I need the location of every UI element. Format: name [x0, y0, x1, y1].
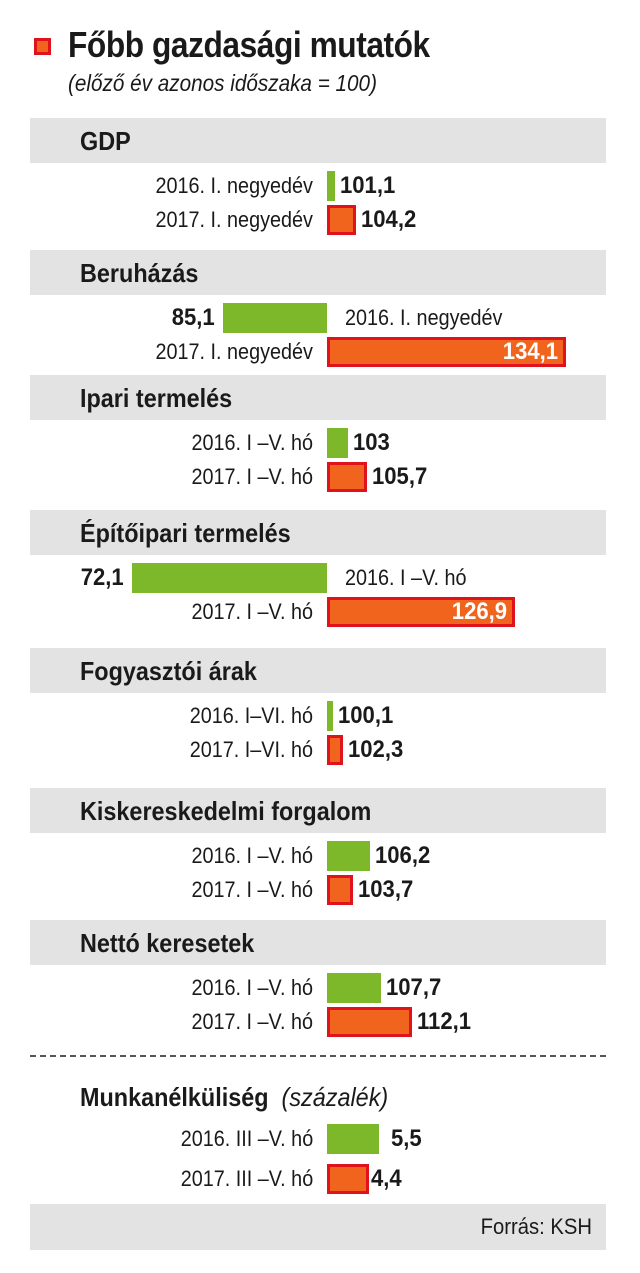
data-label: 103,7 — [357, 876, 414, 903]
group-title: Építőipari termelés — [80, 518, 291, 548]
row-label: 2017. I –V. hó — [191, 599, 313, 624]
bar-2017 — [327, 735, 344, 765]
data-label: 106,2 — [375, 842, 431, 869]
bar-2016 — [327, 841, 371, 871]
row-label: 2017. I. negyedév — [155, 339, 313, 364]
group-title: Ipari termelés — [80, 383, 233, 413]
data-label: 126,9 — [452, 598, 508, 625]
data-label: 101,1 — [339, 172, 395, 199]
data-label: 100,1 — [338, 702, 394, 729]
group-title: Nettó keresetek — [80, 928, 255, 958]
data-label: 105,7 — [371, 463, 428, 490]
unemployment-label: Munkanélküliség (százalék) — [80, 1082, 388, 1113]
bar-2017 — [327, 875, 353, 905]
bar-2017 — [327, 597, 516, 627]
group-title: GDP — [80, 126, 131, 156]
row-label: 2016. I –V. hó — [345, 565, 467, 590]
bar-2016 — [222, 303, 327, 333]
group-band: Kiskereskedelmi forgalom — [30, 788, 606, 833]
data-label: 85,1 — [171, 304, 215, 331]
group-band: GDP — [30, 118, 606, 163]
title-square-icon — [34, 38, 51, 55]
row-label: 2017. I –V. hó — [191, 1009, 313, 1034]
unemployment-unit: (százalék) — [281, 1082, 389, 1112]
data-label: 103 — [353, 429, 390, 456]
bar-2016 — [327, 171, 335, 201]
bar-2017 — [327, 205, 357, 235]
bar-2017 — [327, 462, 367, 492]
bar-2017 — [327, 1007, 412, 1037]
chart-title: Főbb gazdasági mutatók — [68, 24, 430, 65]
group-band: Nettó keresetek — [30, 920, 606, 965]
row-label: 2016. I. negyedév — [155, 173, 313, 198]
group-title: Fogyasztói árak — [80, 656, 257, 686]
group-band: Építőipari termelés — [30, 510, 606, 555]
bar-2016 — [327, 701, 333, 731]
bar-2016 — [327, 1124, 380, 1154]
data-label: 102,3 — [348, 736, 404, 763]
data-label: 134,1 — [502, 338, 558, 365]
footer-band: Forrás: KSH — [30, 1204, 606, 1250]
data-label: 5,5 — [391, 1125, 422, 1152]
row-label: 2016. I –V. hó — [191, 843, 313, 868]
row-label: 2016. I. negyedév — [345, 305, 503, 330]
row-label: 2017. I–VI. hó — [189, 737, 313, 762]
row-label: 2016. I –V. hó — [191, 430, 313, 455]
row-label: 2016. I–VI. hó — [189, 703, 313, 728]
chart-subtitle: (előző év azonos időszaka = 100) — [68, 70, 377, 96]
data-label: 107,7 — [385, 974, 442, 1001]
unemployment-name: Munkanélküliség — [80, 1082, 269, 1112]
bar-2017 — [327, 337, 566, 367]
row-label: 2016. III –V. hó — [180, 1126, 313, 1151]
bar-2017 — [327, 1164, 369, 1194]
row-label: 2017. I –V. hó — [191, 877, 313, 902]
data-label: 72,1 — [80, 564, 124, 591]
group-title: Beruházás — [80, 258, 199, 288]
row-label: 2017. I –V. hó — [191, 464, 313, 489]
group-band: Ipari termelés — [30, 375, 606, 420]
divider — [30, 1055, 606, 1057]
group-band: Fogyasztói árak — [30, 648, 606, 693]
source-note: Forrás: KSH — [480, 1214, 592, 1239]
row-label: 2016. I –V. hó — [191, 975, 313, 1000]
row-label: 2017. I. negyedév — [155, 207, 313, 232]
row-label: 2017. III –V. hó — [180, 1166, 313, 1191]
data-label: 4,4 — [370, 1165, 402, 1192]
group-title: Kiskereskedelmi forgalom — [80, 796, 372, 826]
data-label: 104,2 — [361, 206, 417, 233]
bar-2016 — [327, 973, 381, 1003]
group-band: Beruházás — [30, 250, 606, 295]
data-label: 112,1 — [416, 1008, 471, 1035]
bar-2016 — [327, 428, 348, 458]
bar-2016 — [131, 563, 327, 593]
